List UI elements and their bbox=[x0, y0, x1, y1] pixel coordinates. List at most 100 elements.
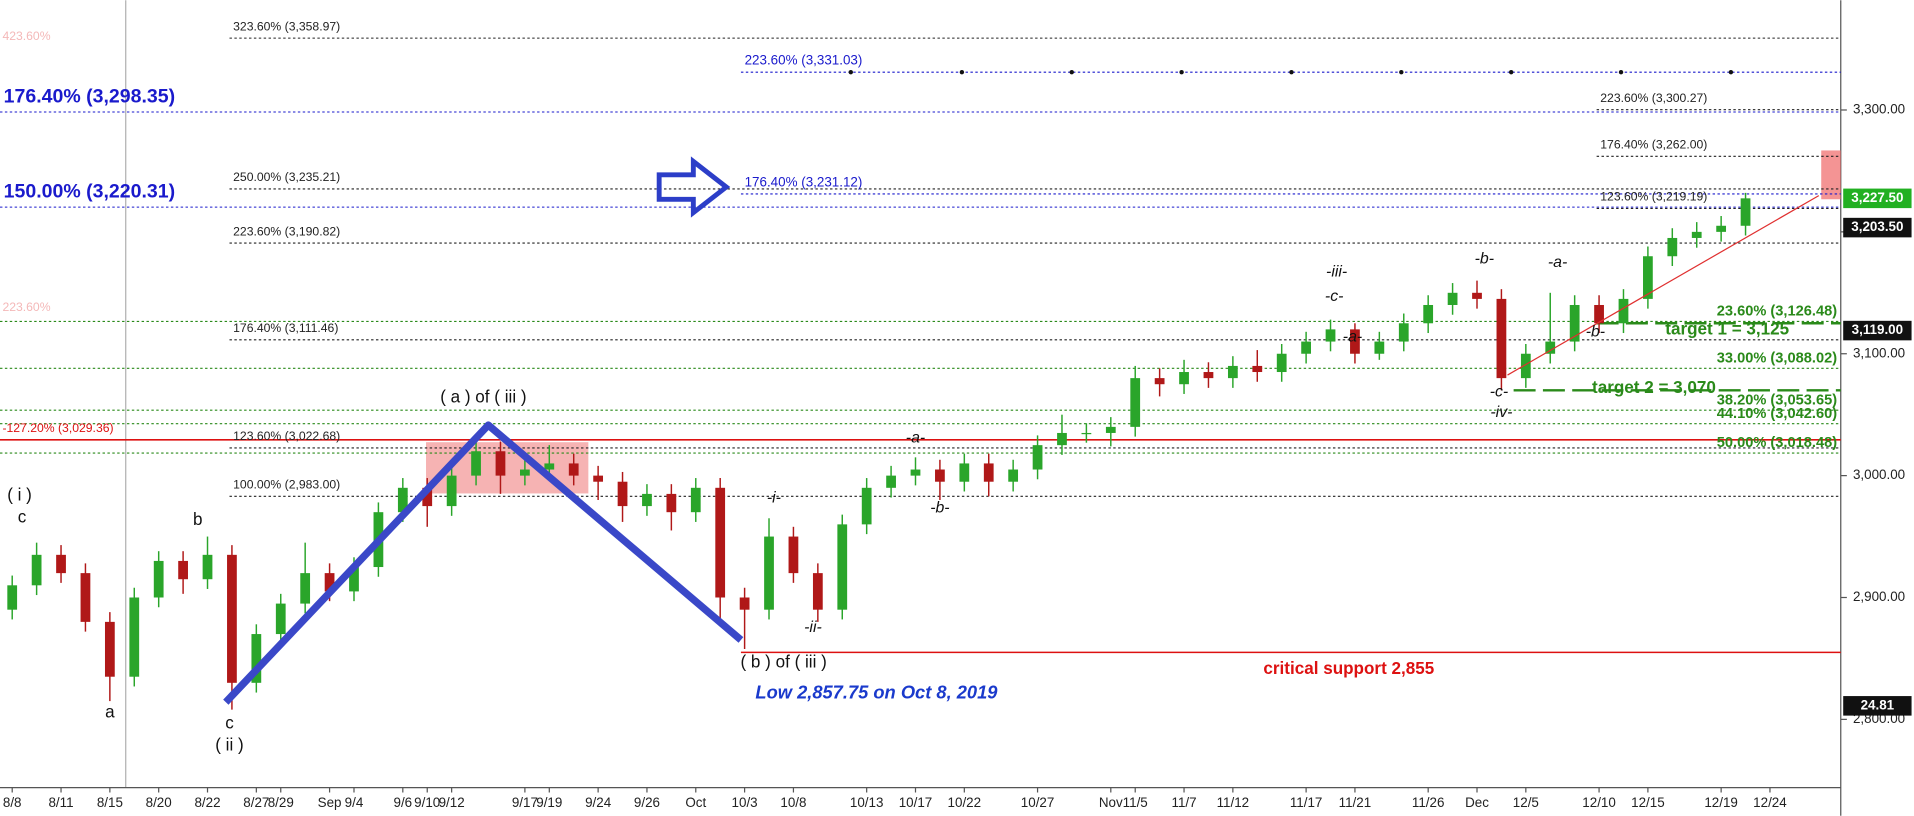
y-tick-label: 3,100.00 bbox=[1853, 345, 1905, 360]
level-label: 223.60% (3,331.03) bbox=[745, 53, 863, 68]
x-tick-label: 8/20 bbox=[146, 795, 172, 810]
x-tick-label: 12/15 bbox=[1631, 795, 1665, 810]
wave-label: -c- bbox=[1325, 288, 1343, 305]
candle-body bbox=[202, 554, 213, 580]
candle-body bbox=[56, 554, 66, 574]
candle-body bbox=[275, 603, 286, 635]
wave-label: c bbox=[18, 507, 27, 526]
candle-body bbox=[1643, 256, 1653, 299]
x-tick-label: 10/13 bbox=[850, 795, 884, 810]
candle-body bbox=[1398, 323, 1409, 342]
candle-body bbox=[471, 451, 481, 476]
level-label: 150.00% (3,220.31) bbox=[4, 181, 175, 203]
candle-body bbox=[1276, 353, 1287, 373]
marker-dot bbox=[1399, 69, 1404, 75]
x-tick-label: 12/24 bbox=[1753, 795, 1787, 810]
candle-body bbox=[1008, 469, 1019, 482]
candle-body bbox=[104, 621, 115, 677]
candle-body bbox=[764, 536, 774, 610]
x-tick-label: 9/4 bbox=[345, 795, 364, 810]
candle-body bbox=[1716, 225, 1727, 232]
candle-body bbox=[690, 487, 701, 513]
faint-label: 423.60% bbox=[2, 29, 50, 43]
candle-body bbox=[1667, 237, 1678, 257]
x-tick-label: 9/6 bbox=[393, 795, 412, 810]
x-tick-label: 9/26 bbox=[634, 795, 660, 810]
level-label: 176.40% (3,298.35) bbox=[4, 86, 175, 108]
candle-body bbox=[568, 463, 579, 476]
candle-body bbox=[1032, 445, 1043, 470]
candle-body bbox=[1447, 292, 1458, 305]
candle-body bbox=[1423, 304, 1434, 324]
candle-body bbox=[1325, 329, 1336, 342]
candle-body bbox=[397, 487, 408, 513]
candle-body bbox=[666, 493, 677, 513]
candle-body bbox=[935, 469, 945, 482]
candle-body bbox=[910, 469, 921, 476]
candle-body bbox=[1179, 372, 1189, 385]
target-label: target 1 = 3,125 bbox=[1665, 319, 1789, 338]
x-tick-label: 8/11 bbox=[48, 795, 73, 810]
wave-label: a bbox=[105, 703, 115, 722]
candle-body bbox=[153, 560, 164, 598]
candle-body bbox=[495, 451, 506, 476]
price-tag-label: 3,203.50 bbox=[1851, 219, 1903, 234]
level-label: 44.10% (3,042.60) bbox=[1717, 406, 1837, 422]
wave-label: Low 2,857.75 on Oct 8, 2019 bbox=[755, 681, 998, 702]
level-label: 223.60% (3,190.82) bbox=[233, 224, 340, 238]
candle-body bbox=[739, 597, 750, 610]
level-label: 323.60% (3,358.97) bbox=[233, 19, 340, 33]
candle-body bbox=[544, 463, 555, 470]
candle-body bbox=[1057, 432, 1067, 446]
x-tick-label: 9/12 bbox=[439, 795, 465, 810]
wave-label: -a- bbox=[906, 430, 925, 447]
wave-label: -b- bbox=[930, 499, 949, 516]
x-tick-label: Dec bbox=[1465, 795, 1489, 810]
x-tick-label: 11/21 bbox=[1339, 795, 1372, 810]
marker-dot bbox=[1179, 69, 1184, 75]
indicator-tag bbox=[1843, 696, 1912, 716]
candle-body bbox=[1301, 341, 1311, 354]
candle-body bbox=[129, 597, 140, 677]
level-label: 123.60% (3,022.68) bbox=[233, 429, 340, 443]
level-label: 176.40% (3,231.12) bbox=[745, 174, 863, 189]
candle-body bbox=[178, 560, 188, 580]
price-tag bbox=[1843, 217, 1912, 238]
candle-body bbox=[1130, 378, 1141, 427]
level-label: 23.60% (3,126.48) bbox=[1717, 304, 1837, 320]
level-label: 50.00% (3,018.48) bbox=[1717, 435, 1837, 451]
candle-body bbox=[80, 573, 91, 622]
candle-body bbox=[251, 634, 262, 683]
candle-body bbox=[1374, 341, 1385, 354]
candle-body bbox=[1569, 304, 1580, 342]
x-tick-label: 8/27 bbox=[243, 795, 269, 810]
candle-body bbox=[227, 554, 237, 683]
wave-label: -a- bbox=[1343, 328, 1362, 345]
wave-label: -c- bbox=[1490, 383, 1508, 400]
x-tick-label: 10/3 bbox=[732, 795, 758, 810]
faint-label: 223.60% bbox=[2, 300, 50, 314]
candle-body bbox=[1203, 372, 1214, 379]
wave-label: c bbox=[225, 714, 234, 733]
wave-label: b bbox=[193, 510, 203, 529]
candle-body bbox=[1105, 426, 1116, 433]
candle-body bbox=[1472, 292, 1482, 299]
level-label: 33.00% (3,088.02) bbox=[1717, 350, 1837, 366]
candle-body bbox=[1154, 378, 1165, 385]
x-tick-label: 10/22 bbox=[948, 795, 982, 810]
x-tick-label: 9/10 bbox=[414, 795, 440, 810]
y-tick-label: 3,000.00 bbox=[1853, 467, 1905, 482]
x-tick-label: 11/5 bbox=[1123, 795, 1148, 810]
candle-body bbox=[593, 475, 604, 482]
wave-label: -i- bbox=[767, 490, 781, 507]
x-tick-label: 9/19 bbox=[536, 795, 562, 810]
marker-dot bbox=[1289, 69, 1294, 75]
x-tick-label: 12/5 bbox=[1513, 795, 1539, 810]
wave-label: -a- bbox=[1548, 254, 1567, 271]
level-label: 123.60% (3,219.19) bbox=[1600, 190, 1707, 204]
candle-body bbox=[1252, 365, 1263, 373]
x-tick-label: Nov bbox=[1099, 795, 1123, 810]
candle-body bbox=[1081, 432, 1092, 435]
